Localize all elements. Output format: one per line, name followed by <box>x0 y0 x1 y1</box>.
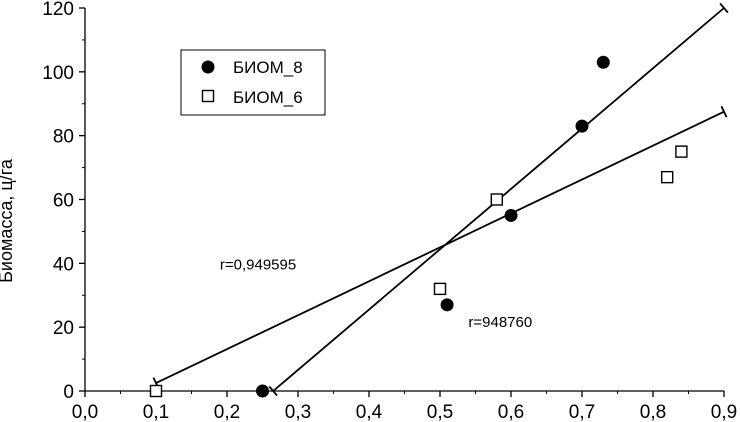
y-tick-label: 20 <box>53 318 74 339</box>
x-tick-label: 0,2 <box>214 402 240 422</box>
point-biom8 <box>504 208 518 222</box>
data-points <box>149 55 688 398</box>
point-biom8 <box>575 119 589 133</box>
point-biom8 <box>440 298 454 312</box>
fit-line-0-cap-1 <box>719 2 729 14</box>
annotations: r=0,949595 r=948760 <box>220 257 532 331</box>
x-tick-label: 0,4 <box>356 402 383 422</box>
point-biom6 <box>661 170 674 184</box>
x-tick-label: 0,7 <box>569 402 595 422</box>
legend: БИОМ_8 БИОМ_6 <box>180 49 326 116</box>
legend-marker-biom6 <box>201 89 215 103</box>
legend-label-biom8: БИОМ_8 <box>233 58 303 77</box>
x-tick-label: 0,5 <box>427 402 453 422</box>
legend-box <box>180 49 326 116</box>
fit-line-1-cap-1 <box>720 105 728 118</box>
correlation-annotation: r=948760 <box>468 314 532 331</box>
x-tick-label: 0,0 <box>72 402 98 422</box>
point-biom6 <box>149 384 163 398</box>
point-biom6 <box>433 282 447 296</box>
y-axis-title: Биомасса, ц/га <box>0 158 16 283</box>
point-biom8 <box>596 55 610 69</box>
legend-marker-biom8 <box>201 60 215 74</box>
point-biom6 <box>675 145 688 158</box>
y-tick-label: 60 <box>53 191 74 212</box>
point-biom8 <box>256 384 269 398</box>
x-tick-label: 0,8 <box>640 402 666 422</box>
legend-label-biom6: БИОМ_6 <box>233 88 303 107</box>
fit-line-1 <box>155 110 725 384</box>
y-tick-label: 0 <box>63 382 74 403</box>
x-tick-label: 0,9 <box>711 402 737 422</box>
x-tick-label: 0,6 <box>498 402 524 422</box>
x-tick-label: 0,1 <box>143 402 169 422</box>
y-tick-label: 80 <box>53 127 74 148</box>
correlation-annotation: r=0,949595 <box>220 257 296 274</box>
fit-line-0-cap-0 <box>268 385 278 397</box>
y-tick-label: 40 <box>53 254 74 275</box>
y-tick-label: 100 <box>42 63 74 84</box>
axes: 0,0 0,1 0,2 0,3 0,4 0,5 0,6 0,7 0,8 0,9 0 20 40 60 80 1… <box>42 0 737 422</box>
y-tick-label: 120 <box>42 0 74 20</box>
x-tick-label: 0,3 <box>285 402 311 422</box>
point-biom6 <box>490 193 503 206</box>
